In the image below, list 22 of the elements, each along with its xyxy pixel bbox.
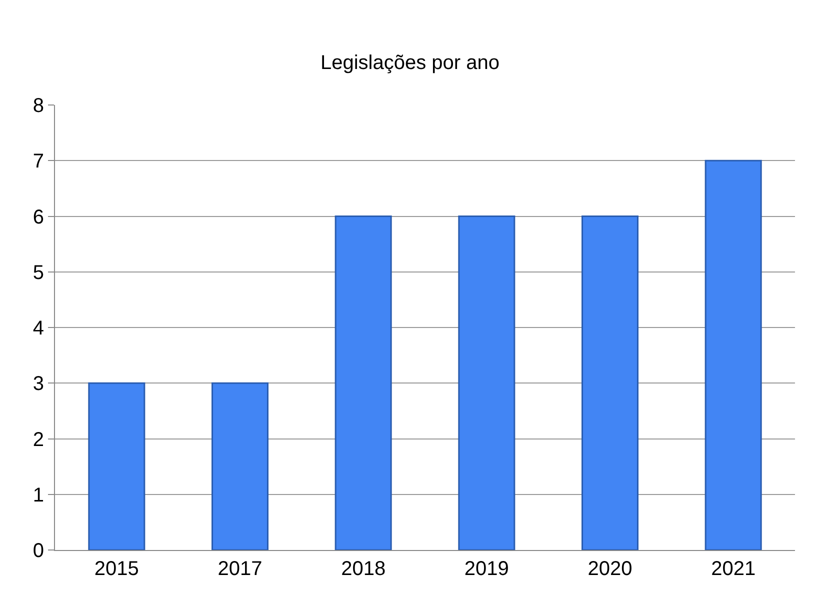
x-tick-label: 2019 xyxy=(464,558,509,580)
y-tick-label: 3 xyxy=(32,373,44,396)
bar xyxy=(582,216,638,550)
x-tick-label: 2017 xyxy=(218,558,262,580)
bar xyxy=(458,216,516,550)
y-tick-label: 5 xyxy=(32,262,44,284)
y-tick-label: 6 xyxy=(32,206,44,228)
x-tick-label: 2015 xyxy=(94,558,139,580)
y-tick-label: 7 xyxy=(32,150,44,173)
x-tick-label: 2021 xyxy=(711,558,756,580)
y-tick-label: 0 xyxy=(32,540,44,562)
bar xyxy=(334,216,392,550)
x-tick-label: 2018 xyxy=(341,558,386,580)
y-tick-label: 2 xyxy=(32,428,44,451)
x-tick-label: 2020 xyxy=(588,558,632,580)
bar xyxy=(212,382,268,550)
y-tick-label: 8 xyxy=(32,95,44,117)
chart-title: Legislações por ano xyxy=(320,52,500,74)
y-tick-label: 1 xyxy=(32,484,44,506)
bar xyxy=(704,160,762,550)
y-tick-label: 4 xyxy=(32,318,44,340)
bar xyxy=(88,382,146,550)
